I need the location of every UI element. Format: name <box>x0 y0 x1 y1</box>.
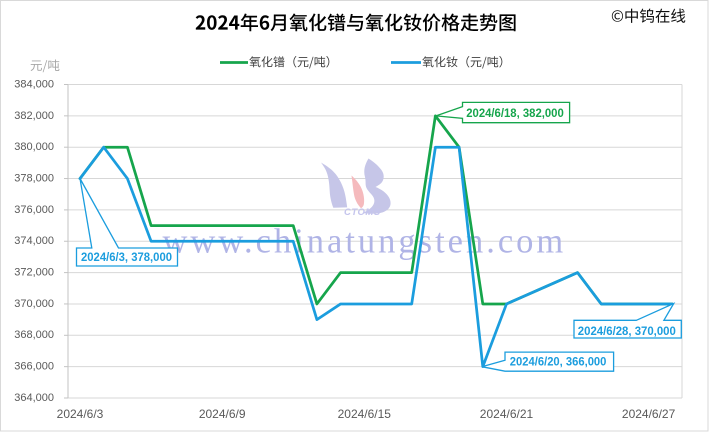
svg-text:372,000: 372,000 <box>14 267 54 279</box>
svg-text:374,000: 374,000 <box>14 235 54 247</box>
svg-text:380,000: 380,000 <box>14 141 54 153</box>
svg-text:2024/6/21: 2024/6/21 <box>480 407 534 421</box>
svg-text:384,000: 384,000 <box>14 78 54 90</box>
svg-text:2024/6/20, 366,000: 2024/6/20, 366,000 <box>510 354 607 368</box>
svg-text:CTOMS: CTOMS <box>344 207 381 218</box>
svg-text:2024/6/27: 2024/6/27 <box>622 407 676 421</box>
svg-text:368,000: 368,000 <box>14 329 54 341</box>
svg-text:2024/6/28, 370,000: 2024/6/28, 370,000 <box>578 324 676 338</box>
svg-text:366,000: 366,000 <box>14 361 54 373</box>
svg-text:2024/6/9: 2024/6/9 <box>199 407 246 421</box>
svg-text:2024/6/15: 2024/6/15 <box>338 407 392 421</box>
svg-text:2024/6/3: 2024/6/3 <box>57 407 104 421</box>
svg-text:370,000: 370,000 <box>14 298 54 310</box>
svg-text:376,000: 376,000 <box>14 204 54 216</box>
svg-text:378,000: 378,000 <box>14 172 54 184</box>
svg-text:382,000: 382,000 <box>14 110 54 122</box>
svg-text:2024/6/3, 378,000: 2024/6/3, 378,000 <box>81 250 172 264</box>
svg-text:2024/6/18, 382,000: 2024/6/18, 382,000 <box>466 106 564 120</box>
svg-text:364,000: 364,000 <box>14 392 54 404</box>
